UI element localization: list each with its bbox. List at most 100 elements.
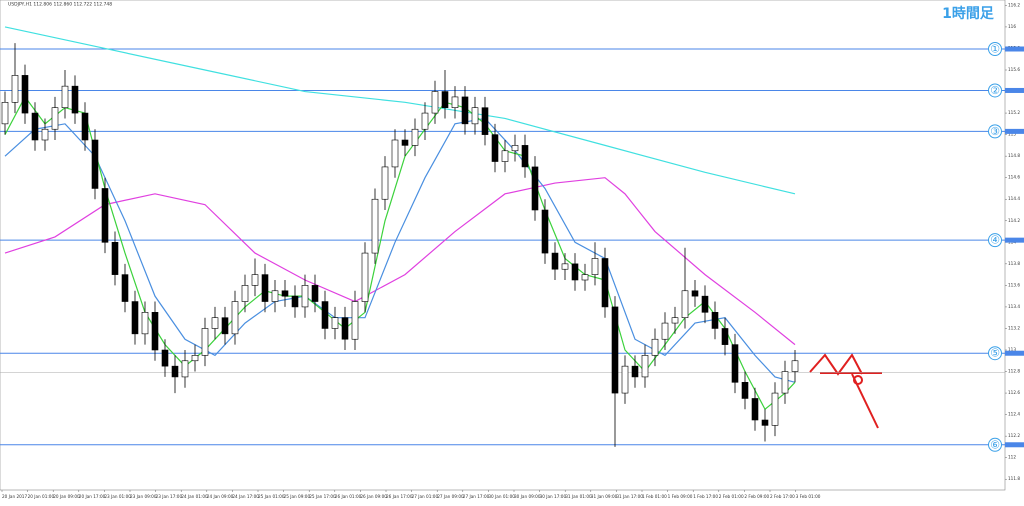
candle-body bbox=[41, 128, 49, 141]
candle-body bbox=[571, 263, 579, 281]
candle-body bbox=[501, 150, 509, 162]
level-price-box bbox=[1005, 442, 1024, 448]
candle-body bbox=[651, 338, 659, 356]
y-tick-label: 115 bbox=[1008, 132, 1016, 137]
candle-body bbox=[131, 301, 139, 335]
candle-body bbox=[281, 290, 289, 297]
candle-body bbox=[351, 301, 359, 340]
header: USDJPY,H1 112.806 112.860 112.722 112.74… bbox=[8, 2, 112, 8]
level-marker bbox=[988, 233, 1002, 248]
y-tick-label: 115.2 bbox=[1008, 110, 1020, 115]
x-tick-label: 26 Jan 09:00 bbox=[360, 494, 387, 499]
x-tick-label: 2 Feb 09:00 bbox=[744, 494, 769, 499]
candle-body bbox=[521, 145, 529, 168]
x-tick-label: 20 Jan 17:00 bbox=[79, 494, 106, 499]
level-label: ⑥ bbox=[990, 438, 1000, 451]
candle-body bbox=[171, 365, 179, 378]
x-tick-label: 26 Jan 01:00 bbox=[335, 494, 362, 499]
candle-body bbox=[591, 258, 599, 275]
x-tick-label: 25 Jan 09:00 bbox=[284, 494, 311, 499]
candle-body bbox=[91, 139, 99, 189]
level-price-box bbox=[1005, 87, 1024, 93]
candle-body bbox=[491, 134, 499, 162]
y-tick-label: 113.6 bbox=[1008, 282, 1020, 287]
candle-body bbox=[261, 274, 269, 302]
candle-body bbox=[71, 85, 79, 114]
candle-body bbox=[51, 107, 59, 130]
candle-body bbox=[201, 328, 209, 356]
y-tick-label: 114.4 bbox=[1008, 196, 1020, 201]
x-tick-label: 20 Jan 01:00 bbox=[28, 494, 55, 499]
candle-body bbox=[681, 290, 689, 318]
y-tick-label: 113.2 bbox=[1008, 325, 1020, 330]
x-tick-label: 24 Jan 09:00 bbox=[207, 494, 234, 499]
x-tick-label: 23 Jan 01:00 bbox=[104, 494, 131, 499]
candle-body bbox=[321, 301, 329, 329]
y-tick-label: 111.8 bbox=[1008, 476, 1020, 481]
candle-body bbox=[371, 198, 379, 254]
candle-body bbox=[61, 85, 69, 108]
candle-body bbox=[271, 290, 279, 302]
candle-body bbox=[741, 382, 749, 399]
candle-body bbox=[731, 344, 739, 383]
candle-body bbox=[531, 166, 539, 211]
candle-body bbox=[181, 360, 189, 378]
level-label: ③ bbox=[990, 125, 1000, 138]
x-tick-label: 23 Jan 09:00 bbox=[130, 494, 157, 499]
y-tick-label: 116.2 bbox=[1008, 2, 1020, 7]
x-tick-label: 20 Jan 2017 bbox=[2, 494, 27, 499]
level-label: ② bbox=[990, 84, 1000, 97]
candle-body bbox=[781, 371, 789, 394]
x-tick-label: 1 Feb 01:00 bbox=[642, 494, 667, 499]
plot-area bbox=[0, 0, 1006, 491]
y-tick-label: 113.4 bbox=[1008, 304, 1020, 309]
candle-body bbox=[791, 360, 799, 372]
candle-body bbox=[301, 285, 309, 308]
x-tick-label: 30 Jan 09:00 bbox=[514, 494, 541, 499]
level-label: ④ bbox=[990, 234, 1000, 247]
candle-body bbox=[641, 355, 649, 378]
y-tick-label: 112 bbox=[1008, 455, 1016, 460]
x-tick-label: 30 Jan 01:00 bbox=[488, 494, 515, 499]
y-tick-label: 112.8 bbox=[1008, 369, 1020, 374]
x-tick-label: 27 Jan 17:00 bbox=[463, 494, 490, 499]
x-tick-label: 1 Feb 17:00 bbox=[693, 494, 718, 499]
x-tick-label: 1 Feb 09:00 bbox=[668, 494, 693, 499]
y-tick-label: 112.6 bbox=[1008, 390, 1020, 395]
candle-body bbox=[511, 145, 519, 152]
candle-body bbox=[431, 91, 439, 114]
candle-body bbox=[451, 96, 459, 108]
x-tick-label: 31 Jan 09:00 bbox=[591, 494, 618, 499]
level-marker bbox=[988, 437, 1002, 452]
x-tick-label: 25 Jan 01:00 bbox=[258, 494, 285, 499]
moving-average bbox=[4, 177, 796, 346]
candle-body bbox=[721, 328, 729, 345]
x-tick-label: 26 Jan 17:00 bbox=[386, 494, 413, 499]
moving-average bbox=[4, 117, 796, 383]
y-tick-label: 113.8 bbox=[1008, 261, 1020, 266]
candle-body bbox=[361, 252, 369, 302]
y-tick-label: 113 bbox=[1008, 347, 1016, 352]
level-marker bbox=[988, 346, 1002, 361]
candle-body bbox=[601, 258, 609, 308]
candle-body bbox=[251, 274, 259, 286]
candle-body bbox=[761, 419, 769, 426]
candle-body bbox=[241, 285, 249, 302]
level-label: ① bbox=[990, 43, 1000, 56]
red-circle bbox=[853, 375, 863, 385]
candle-body bbox=[191, 355, 199, 362]
level-marker bbox=[988, 124, 1002, 139]
level-marker bbox=[988, 83, 1002, 98]
candle-body bbox=[21, 75, 29, 114]
candle-body bbox=[291, 295, 299, 308]
candle-body bbox=[631, 365, 639, 378]
candle-body bbox=[671, 317, 679, 324]
candle-body bbox=[411, 128, 419, 146]
y-tick-label: 114.8 bbox=[1008, 153, 1020, 158]
x-tick-label: 3 Feb 01:00 bbox=[796, 494, 821, 499]
candle-body bbox=[771, 392, 779, 426]
candle-body bbox=[331, 317, 339, 329]
x-tick-label: 27 Jan 01:00 bbox=[412, 494, 439, 499]
candle-body bbox=[551, 252, 559, 270]
